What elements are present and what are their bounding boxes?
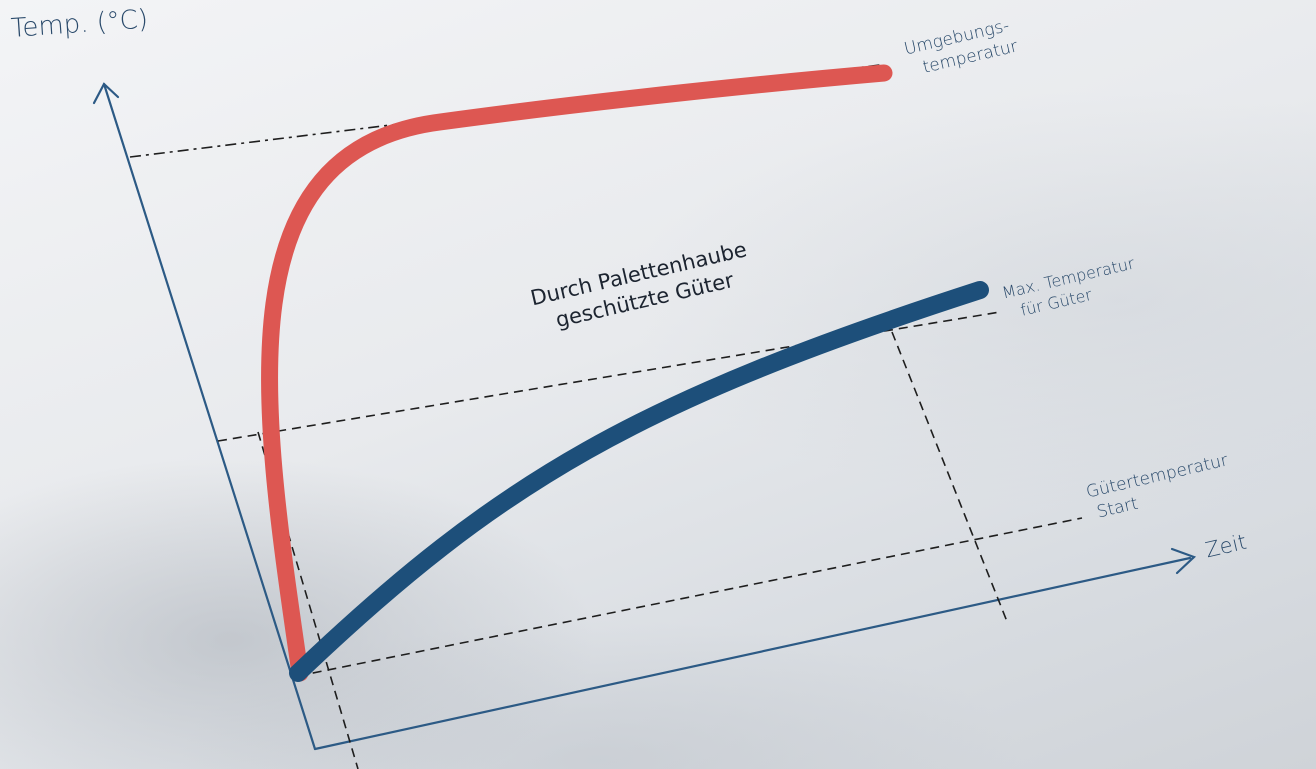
end-time-line — [891, 331, 1009, 625]
x-axis — [313, 556, 1192, 751]
start-time-line — [257, 431, 359, 769]
ambient-temperature-curve — [260, 64, 893, 682]
y-axis — [102, 82, 317, 751]
x-axis-arrow — [1170, 547, 1197, 575]
y-axis-arrow — [92, 82, 120, 105]
start-temp-level-line — [297, 517, 1083, 677]
goods-temperature-curve — [289, 281, 989, 682]
axes — [92, 82, 1197, 751]
